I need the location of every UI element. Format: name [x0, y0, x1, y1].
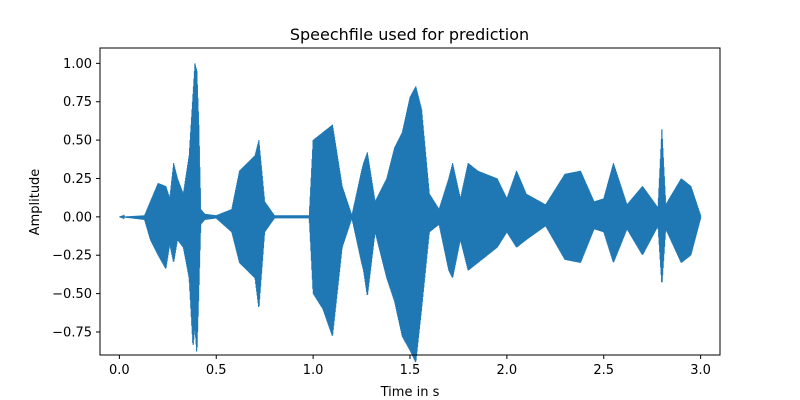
x-tick-label: 3.0 — [690, 363, 711, 378]
plot-area — [119, 63, 702, 363]
y-axis-label: Amplitude — [28, 169, 43, 236]
chart-title: Speechfile used for prediction — [290, 25, 529, 44]
y-tick-label: −0.50 — [52, 287, 92, 302]
x-axis-label: Time in s — [380, 385, 440, 400]
x-tick-label: 2.5 — [593, 363, 614, 378]
y-tick-label: 1.00 — [63, 57, 92, 72]
waveform-series-line — [119, 63, 702, 363]
x-tick-label: 1.0 — [303, 363, 324, 378]
y-tick-label: 0.25 — [63, 172, 92, 187]
y-tick-label: 0.00 — [63, 210, 92, 225]
y-axis: 1.00 0.75 0.50 0.25 0.00 −0.25 −0.50 −0.75 — [52, 57, 100, 340]
x-tick-label: 1.5 — [400, 363, 421, 378]
y-tick-label: −0.75 — [52, 325, 92, 340]
y-tick-label: −0.25 — [52, 249, 92, 264]
y-tick-label: 0.75 — [63, 95, 92, 110]
x-tick-label: 0.0 — [109, 363, 130, 378]
x-tick-label: 0.5 — [206, 363, 227, 378]
x-axis: 0.0 0.5 1.0 1.5 2.0 2.5 3.0 — [109, 355, 711, 378]
y-tick-label: 0.50 — [63, 134, 92, 149]
x-tick-label: 2.0 — [497, 363, 518, 378]
